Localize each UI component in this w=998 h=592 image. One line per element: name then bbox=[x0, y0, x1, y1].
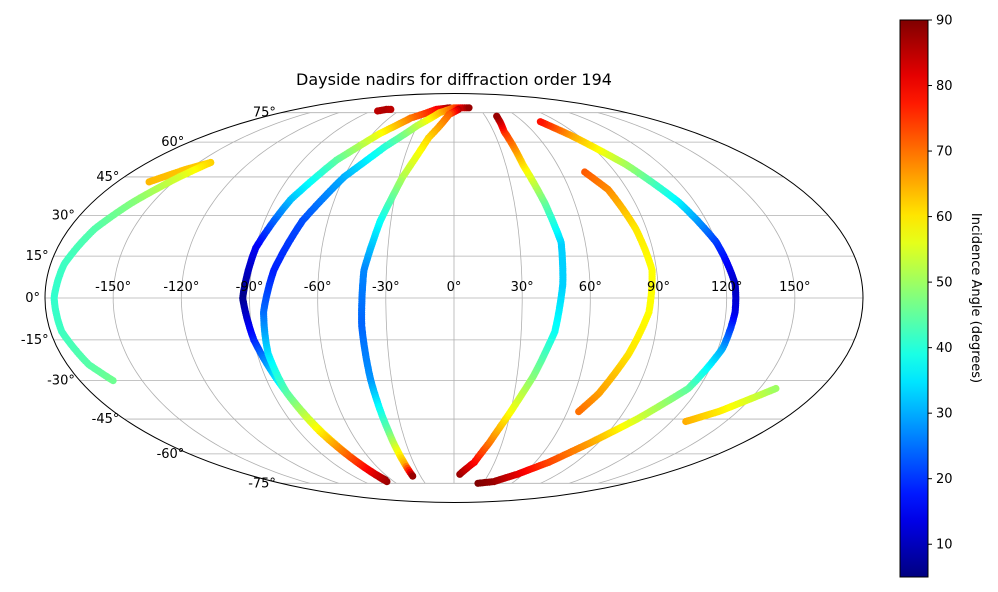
data-point bbox=[575, 408, 583, 416]
latitude-tick-label: -30° bbox=[47, 374, 75, 389]
colorbar-tick-label: 90 bbox=[936, 14, 953, 29]
colorbar-tick-label: 50 bbox=[936, 276, 953, 291]
latitude-tick-label: -15° bbox=[21, 333, 49, 348]
colorbar-ticks: 90 80 70 60 50 40 30 20 10 bbox=[928, 14, 953, 553]
longitude-tick-label: 120° bbox=[711, 280, 742, 295]
colorbar-tick-label: 40 bbox=[936, 341, 953, 356]
data-point bbox=[772, 384, 780, 393]
colorbar-tick-label: 70 bbox=[936, 145, 953, 160]
longitude-tick-label: -120° bbox=[163, 280, 199, 295]
colorbar-tick-label: 30 bbox=[936, 407, 953, 422]
latitude-tick-label: 0° bbox=[25, 291, 40, 306]
data-point bbox=[387, 105, 395, 113]
latitude-tick-label: 15° bbox=[26, 249, 49, 264]
data-point bbox=[493, 112, 501, 120]
latitude-tick-label: 45° bbox=[96, 170, 119, 185]
graticule bbox=[45, 112, 863, 484]
latitude-tick-label: -75° bbox=[248, 476, 276, 491]
longitude-tick-label: 60° bbox=[579, 280, 602, 295]
chart-title: Dayside nadirs for diffraction order 194 bbox=[296, 70, 612, 89]
colorbar-tick-label: 20 bbox=[936, 472, 953, 487]
colorbar-tick-label: 10 bbox=[936, 538, 953, 553]
longitude-tick-label: -60° bbox=[304, 280, 332, 295]
colorbar-tick-label: 60 bbox=[936, 210, 953, 225]
longitude-tick-label: -150° bbox=[95, 280, 131, 295]
colorbar-label: Incidence Angle (degrees) bbox=[968, 213, 983, 383]
data-point bbox=[465, 104, 473, 112]
data-point bbox=[109, 377, 117, 385]
longitude-tick-label: -30° bbox=[372, 280, 400, 295]
data-point bbox=[536, 118, 545, 126]
longitude-tick-label: 150° bbox=[779, 280, 810, 295]
latitude-tick-label: 75° bbox=[253, 106, 276, 121]
latitude-tick-labels: 75° 60° 45° 30° 15° 0° -15° -30° -45° -60° -75° bbox=[21, 106, 276, 492]
latitude-tick-label: -60° bbox=[157, 447, 185, 462]
colorbar-tick-label: 80 bbox=[936, 79, 953, 94]
longitude-tick-label: -90° bbox=[236, 280, 264, 295]
longitude-tick-label: 90° bbox=[647, 280, 670, 295]
latitude-tick-label: 30° bbox=[52, 208, 75, 223]
data-point bbox=[409, 472, 417, 480]
longitude-tick-label: 30° bbox=[511, 280, 534, 295]
map-boundary bbox=[44, 93, 864, 503]
data-points bbox=[50, 104, 780, 487]
colorbar bbox=[899, 19, 929, 578]
latitude-tick-label: 60° bbox=[161, 135, 184, 150]
longitude-tick-labels: -150° -120° -90° -60° -30° 0° 30° 60° 90° 120° 150… bbox=[95, 280, 810, 295]
latitude-tick-label: -45° bbox=[92, 412, 120, 427]
longitude-tick-label: 0° bbox=[447, 280, 462, 295]
